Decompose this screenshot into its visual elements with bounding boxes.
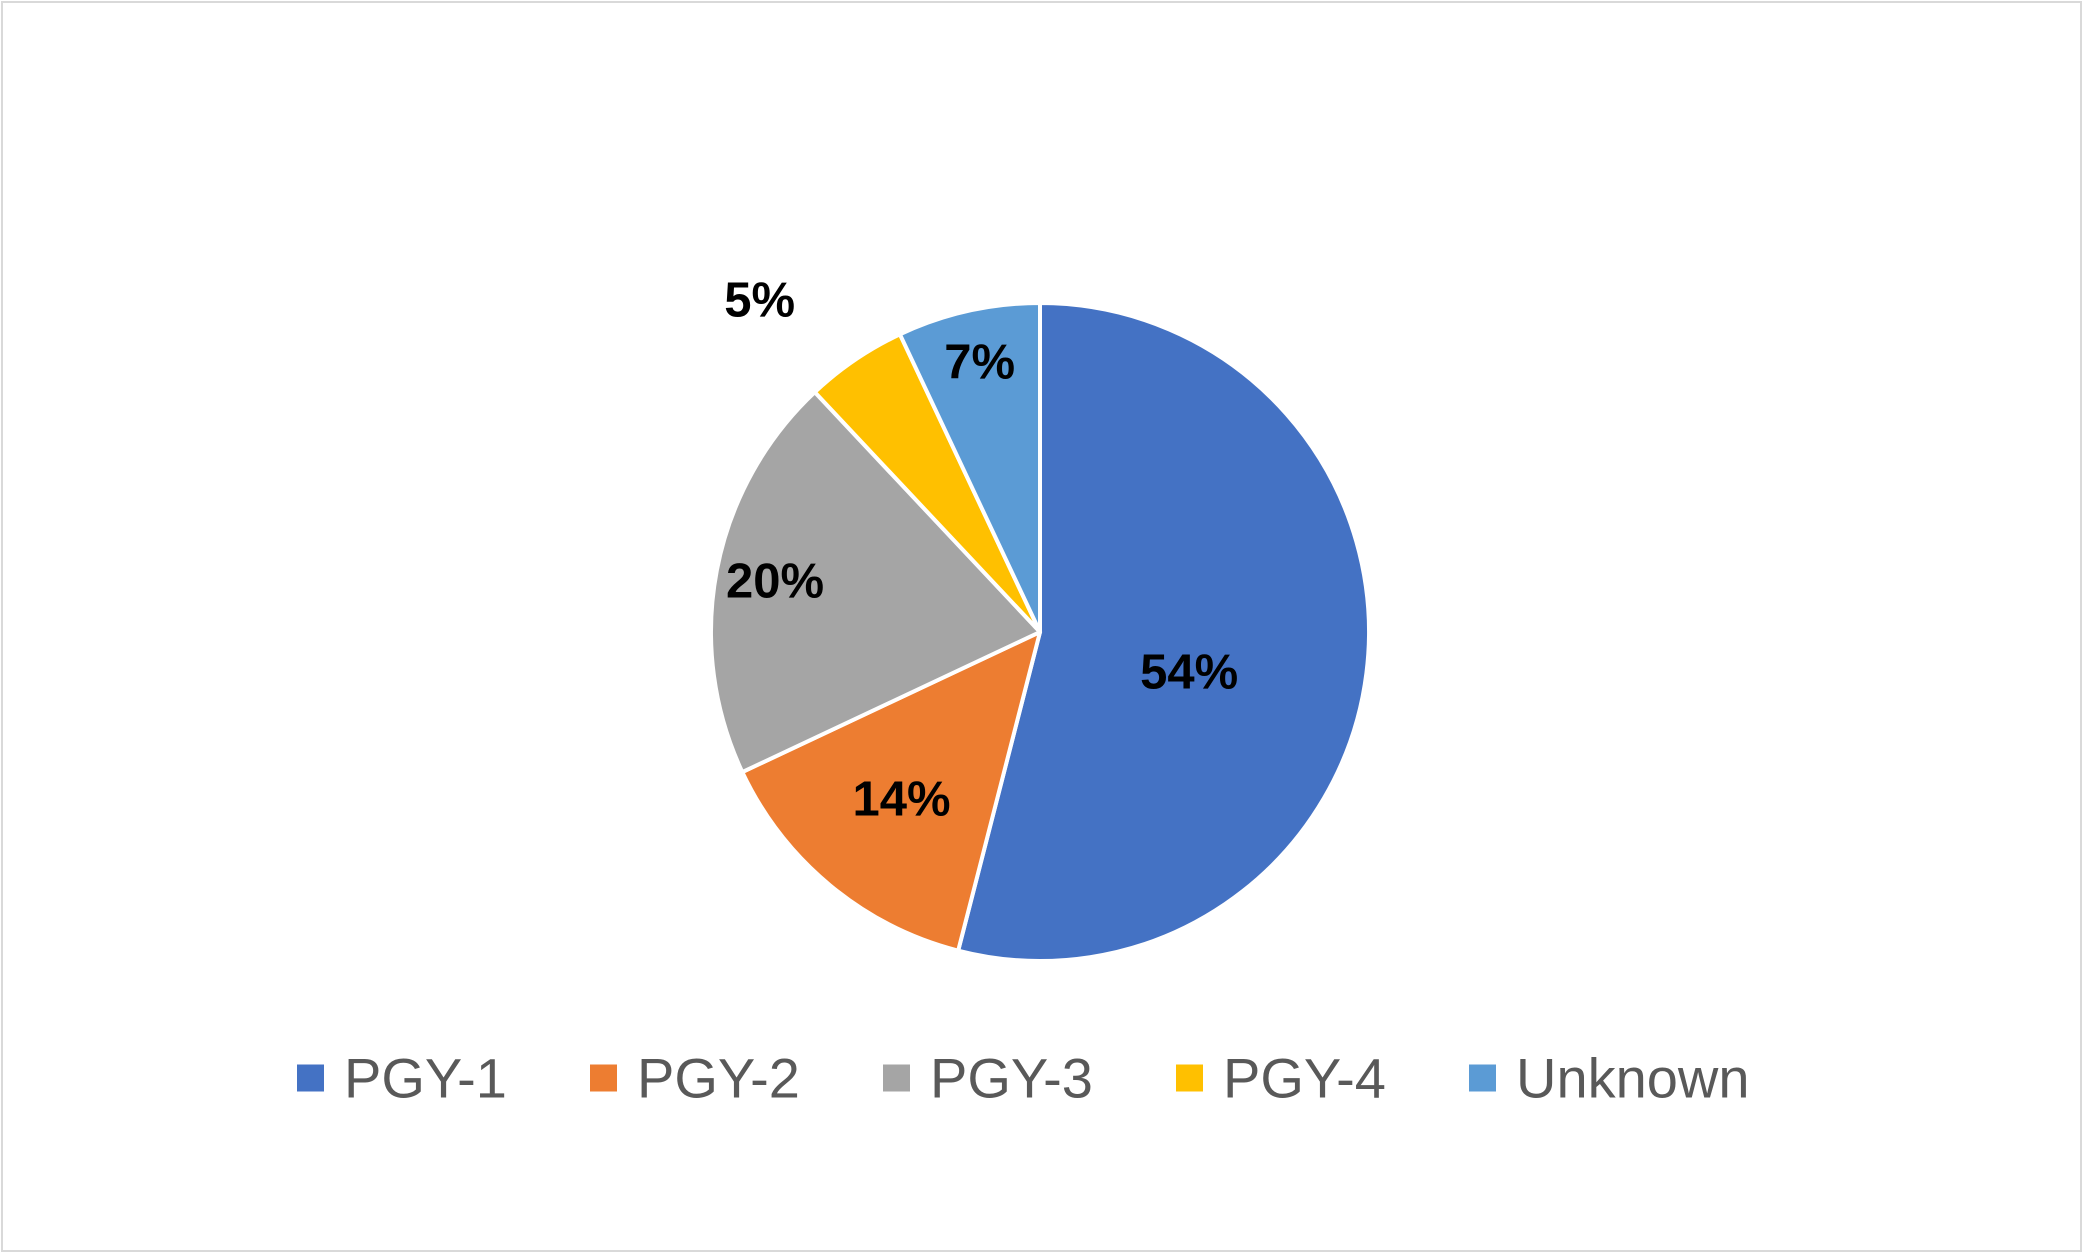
legend-swatch-pgy-2	[590, 1064, 617, 1092]
pie-slice-pgy-1	[956, 301, 1371, 963]
legend-swatch-unknown	[1469, 1064, 1496, 1092]
legend-swatch-pgy-3	[883, 1064, 910, 1092]
legend-swatch-pgy-4	[1176, 1064, 1203, 1092]
legend-label-pgy-4: PGY-4	[1223, 1047, 1386, 1110]
data-label-pgy-1: 54%	[1140, 646, 1238, 700]
legend-label-unknown: Unknown	[1516, 1047, 1749, 1110]
pie-slice-unknown	[897, 301, 1042, 634]
pie-slice-pgy-3	[709, 390, 1042, 775]
data-label-pgy-3: 20%	[726, 554, 824, 608]
data-labels: 54% 14% 20% 5% 7%	[724, 273, 1238, 826]
pie-slices	[709, 301, 1371, 963]
legend-swatch-pgy-1	[297, 1064, 324, 1092]
legend-label-pgy-2: PGY-2	[637, 1047, 800, 1110]
data-label-pgy-4: 5%	[724, 273, 795, 327]
legend-label-pgy-3: PGY-3	[930, 1047, 1093, 1110]
legend: PGY-1 PGY-2 PGY-3 PGY-4 Unknown	[297, 1047, 1749, 1110]
legend-label-pgy-1: PGY-1	[344, 1047, 507, 1110]
data-label-unknown: 7%	[944, 335, 1015, 389]
pie-slice-pgy-2	[740, 630, 1042, 953]
data-label-pgy-2: 14%	[853, 772, 951, 826]
